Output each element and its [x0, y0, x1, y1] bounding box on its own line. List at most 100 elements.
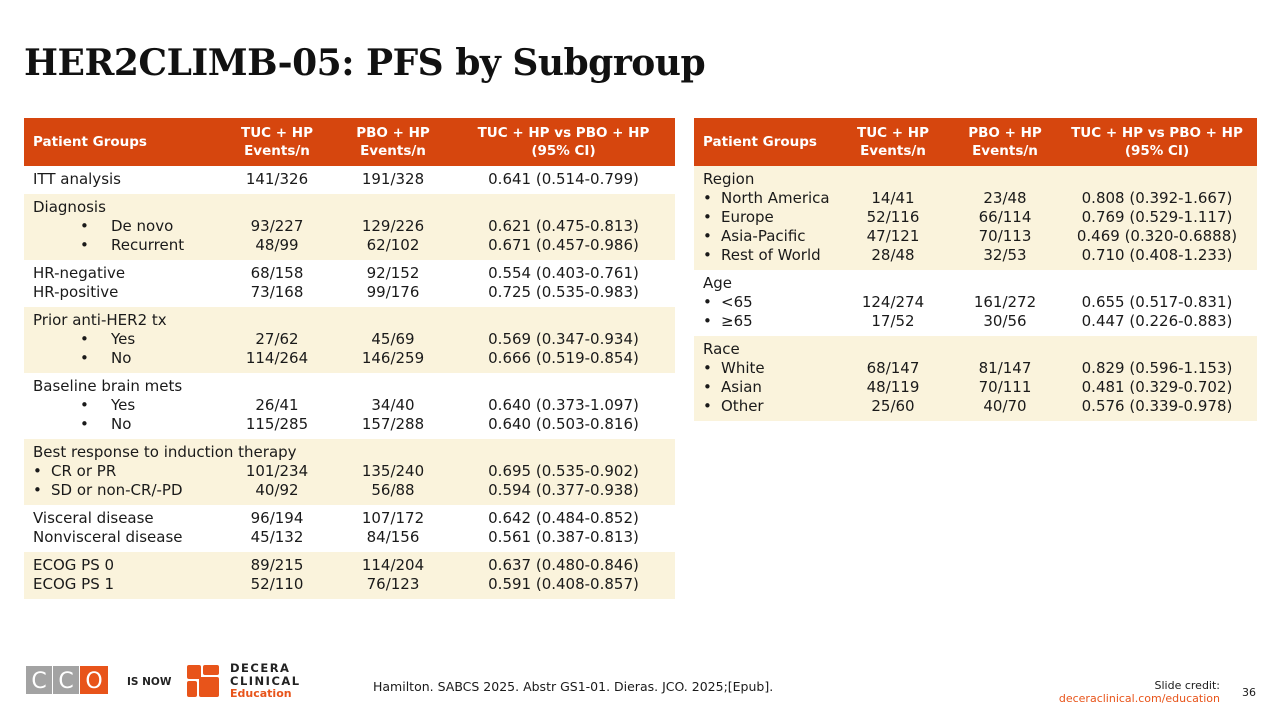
pbo-events: 34/40	[371, 396, 415, 414]
row-label: Asian	[694, 378, 833, 397]
table-row: Europe 52/116 66/114 0.769 (0.529-1.117)	[694, 208, 1257, 227]
header-line: (95% CI)	[1124, 143, 1190, 159]
tuc-events: 115/285	[245, 415, 309, 433]
pbo-events: 107/172	[361, 509, 425, 527]
hazard-ratio: 0.695 (0.535-0.902)	[488, 462, 639, 480]
tuc-events: 26/41	[255, 396, 299, 414]
header-cell: TUC + HP vs PBO + HP (95% CI)	[452, 124, 675, 160]
hazard-ratio: 0.594 (0.377-0.938)	[488, 481, 639, 499]
tuc-events: 96/194	[250, 509, 304, 527]
row-group: ECOG PS 0 89/215 114/204 0.637 (0.480-0.846…	[24, 552, 675, 599]
header-line: PBO + HP	[356, 125, 430, 141]
table-row: No 115/285 157/288 0.640 (0.503-0.816)	[24, 415, 675, 434]
hazard-ratio: 0.576 (0.339-0.978)	[1081, 397, 1233, 415]
row-label: ECOG PS 1	[33, 575, 115, 593]
row-label: North America	[694, 189, 833, 208]
row-label: <65	[694, 293, 833, 312]
pbo-events: 76/123	[366, 575, 420, 593]
row-label: Europe	[694, 208, 833, 227]
header-line: Events/n	[244, 143, 310, 159]
hazard-ratio: 0.447 (0.226-0.883)	[1081, 312, 1233, 330]
pbo-events: 81/147	[978, 359, 1032, 377]
tuc-events: 114/264	[245, 349, 309, 367]
table-row: No 114/264 146/259 0.666 (0.519-0.854)	[24, 349, 675, 368]
table-row: De novo 93/227 129/226 0.621 (0.475-0.813)	[24, 217, 675, 236]
group-heading-row: Region	[694, 170, 1257, 189]
pbo-events: 84/156	[366, 528, 420, 546]
tuc-events: 52/116	[866, 208, 920, 226]
hazard-ratio: 0.725 (0.535-0.983)	[488, 283, 639, 301]
tuc-events: 48/119	[866, 378, 920, 396]
table-row: White 68/147 81/147 0.829 (0.596-1.153)	[694, 359, 1257, 378]
row-group: Best response to induction therapyCR or …	[24, 439, 675, 505]
table-row: North America 14/41 23/48 0.808 (0.392-1.66…	[694, 189, 1257, 208]
row-label: ≥65	[694, 312, 833, 331]
hazard-ratio: 0.642 (0.484-0.852)	[488, 509, 639, 527]
hazard-ratio: 0.808 (0.392-1.667)	[1081, 189, 1233, 207]
row-label: Yes	[24, 330, 220, 349]
pbo-events: 191/328	[361, 170, 425, 188]
header-cell: TUC + HP vs PBO + HP (95% CI)	[1057, 124, 1257, 160]
logo-letter: C	[31, 669, 46, 694]
decera-word: DECERA	[230, 662, 290, 675]
hazard-ratio: 0.641 (0.514-0.799)	[488, 170, 639, 188]
hazard-ratio: 0.666 (0.519-0.854)	[488, 349, 639, 367]
pbo-events: 23/48	[983, 189, 1027, 207]
row-group: RegionNorth America 14/41 23/48 0.808 (0.39…	[694, 166, 1257, 270]
header-line: TUC + HP vs PBO + HP	[477, 125, 650, 141]
pbo-events: 135/240	[361, 462, 425, 480]
table-row: ECOG PS 0 89/215 114/204 0.637 (0.480-0.846…	[24, 556, 675, 575]
hazard-ratio: 0.640 (0.503-0.816)	[488, 415, 639, 433]
pbo-events: 99/176	[366, 283, 420, 301]
logo-letter: O	[85, 669, 102, 694]
header-line: TUC + HP	[857, 125, 929, 141]
hazard-ratio: 0.640 (0.373-1.097)	[488, 396, 639, 414]
pbo-events: 146/259	[361, 349, 425, 367]
pbo-events: 66/114	[978, 208, 1032, 226]
group-heading-row: Diagnosis	[24, 198, 675, 217]
tuc-events: 141/326	[245, 170, 309, 188]
header-line: (95% CI)	[531, 143, 596, 159]
group-heading: Race	[703, 340, 740, 358]
table-row: HR-negative 68/158 92/152 0.554 (0.403-0.76…	[24, 264, 675, 283]
row-group: Visceral disease 96/194 107/172 0.642 (0.48…	[24, 505, 675, 552]
table-row: Nonvisceral disease 45/132 84/156 0.561 (0.…	[24, 528, 675, 547]
tuc-events: 47/121	[866, 227, 920, 245]
row-label: SD or non-CR/-PD	[24, 481, 220, 500]
row-label: Nonvisceral disease	[33, 528, 183, 546]
table-row: Yes 26/41 34/40 0.640 (0.373-1.097)	[24, 396, 675, 415]
row-label: White	[694, 359, 833, 378]
logo-box	[26, 666, 52, 694]
tuc-events: 73/168	[250, 283, 304, 301]
page-number: 36	[1242, 686, 1256, 699]
hazard-ratio: 0.710 (0.408-1.233)	[1081, 246, 1233, 264]
table-row: ≥65 17/52 30/56 0.447 (0.226-0.883)	[694, 312, 1257, 331]
hazard-ratio: 0.829 (0.596-1.153)	[1081, 359, 1233, 377]
row-label: No	[24, 415, 220, 434]
row-label: Other	[694, 397, 833, 416]
tuc-events: 52/110	[250, 575, 304, 593]
header-cell: PBO + HP Events/n	[334, 124, 452, 160]
row-group: HR-negative 68/158 92/152 0.554 (0.403-0.76…	[24, 260, 675, 307]
hazard-ratio: 0.637 (0.480-0.846)	[488, 556, 639, 574]
row-label: HR-positive	[33, 283, 119, 301]
credit-link[interactable]: deceraclinical.com/education	[1058, 692, 1220, 705]
group-heading-row: Best response to induction therapy	[24, 443, 675, 462]
group-heading-row: Age	[694, 274, 1257, 293]
header-line: Events/n	[360, 143, 426, 159]
row-label: HR-negative	[33, 264, 126, 282]
table-row: Asia-Pacific 47/121 70/113 0.469 (0.320-0.6…	[694, 227, 1257, 246]
header-cell: PBO + HP Events/n	[953, 124, 1057, 160]
group-heading-row: Baseline brain mets	[24, 377, 675, 396]
is-now: IS NOW	[127, 676, 172, 688]
row-label: ECOG PS 0	[33, 556, 115, 574]
pbo-events: 92/152	[366, 264, 420, 282]
group-heading: Best response to induction therapy	[33, 443, 297, 461]
tuc-events: 40/92	[255, 481, 299, 499]
group-heading: Prior anti-HER2 tx	[33, 311, 167, 329]
tuc-events: 17/52	[871, 312, 915, 330]
pbo-events: 157/288	[361, 415, 425, 433]
hazard-ratio: 0.591 (0.408-0.857)	[488, 575, 639, 593]
